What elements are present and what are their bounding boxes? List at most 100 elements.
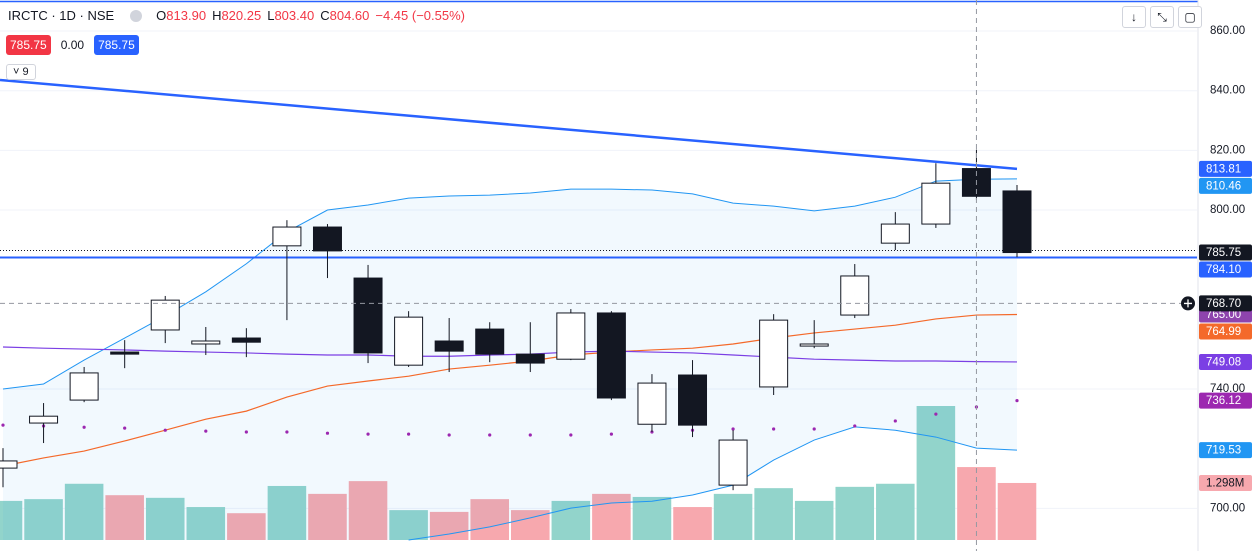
- band-fill: [3, 178, 1017, 540]
- price-label: 810.46: [1206, 180, 1241, 192]
- candle-body: [921, 182, 951, 225]
- ohlc-value: 803.40: [274, 8, 315, 23]
- sar-dot: [488, 433, 492, 437]
- buy-price[interactable]: 785.75: [94, 35, 139, 55]
- price-label: 749.08: [1206, 356, 1241, 368]
- sar-dot: [204, 429, 208, 433]
- candle-body: [637, 382, 667, 425]
- price-label: 768.70: [1206, 298, 1241, 310]
- visibility-icon[interactable]: [130, 9, 143, 22]
- fullscreen-button[interactable]: ⤡: [1150, 6, 1174, 28]
- candle-body: [29, 415, 59, 424]
- y-tick-label: 820.00: [1210, 144, 1245, 156]
- sar-dot: [934, 412, 938, 416]
- y-tick-label: 840.00: [1210, 85, 1245, 97]
- sar-dot: [772, 427, 776, 431]
- ohlc: O813.90 H820.25 L803.40 C804.60: [156, 8, 369, 23]
- price-label-bg: [1199, 177, 1252, 194]
- ohlc-value: 813.90: [166, 8, 207, 23]
- price-label: 813.81: [1206, 163, 1241, 175]
- volume-bar: [0, 500, 23, 540]
- volume-bar: [551, 500, 591, 540]
- lower-band: [408, 426, 1018, 541]
- candle-body: [1002, 190, 1032, 254]
- fast-ma: [2, 313, 1018, 467]
- volume-bar: [348, 481, 388, 540]
- trade-badges: 785.75 0.00 785.75: [6, 35, 139, 55]
- candle-body: [434, 340, 464, 352]
- volume-bar: [145, 497, 185, 540]
- candle-body: [191, 340, 221, 345]
- price-label-bg: [1199, 474, 1252, 491]
- candle-body: [353, 277, 383, 354]
- volume-bar: [389, 510, 428, 540]
- candle-body: [69, 372, 99, 401]
- y-tick-label: 860.00: [1210, 25, 1245, 37]
- price-label: 1.298M: [1206, 478, 1244, 490]
- spread: 0.00: [60, 38, 85, 52]
- sar-dot: [163, 428, 167, 432]
- price-label: 785.75: [1206, 247, 1241, 259]
- indicator-toggle[interactable]: ˅ 9: [6, 64, 36, 80]
- ohlc-key: L: [267, 8, 275, 23]
- volume-bar: [835, 486, 875, 540]
- candle-body: [678, 374, 708, 426]
- volume-bar: [673, 507, 712, 540]
- sar-dot: [123, 426, 127, 430]
- legend-header: IRCTC · 1D · NSE O813.90 H820.25 L803.40 C8…: [8, 8, 465, 23]
- candle-body: [799, 343, 829, 347]
- y-tick-label: 800.00: [1210, 204, 1245, 216]
- candle-body: [596, 312, 626, 399]
- price-label-bg: [1199, 323, 1252, 340]
- price-label-bg: [1199, 392, 1252, 409]
- price-label: 784.10: [1206, 264, 1241, 276]
- volume-bar: [227, 513, 266, 540]
- scroll-button[interactable]: ↓: [1122, 6, 1146, 28]
- candle-body: [272, 226, 302, 247]
- candle-body: [0, 460, 18, 469]
- price-label-bg: [1199, 442, 1252, 459]
- price-label: 765.00: [1206, 309, 1241, 321]
- volume-bar: [632, 496, 672, 540]
- volume-bar: [713, 493, 753, 540]
- sar-dot: [366, 432, 370, 436]
- sar-dot: [609, 432, 614, 436]
- toolbar: ↓ ⤡ ▢: [1118, 6, 1202, 28]
- volume-bar: [470, 499, 509, 540]
- price-label: 736.12: [1206, 395, 1241, 407]
- price-label: 719.53: [1206, 445, 1241, 457]
- candle-body: [718, 439, 748, 486]
- sar-dot: [447, 433, 451, 437]
- volume-bar: [592, 493, 631, 540]
- candle-body: [231, 337, 261, 343]
- volume-bar: [186, 507, 226, 540]
- candle-body: [840, 275, 870, 316]
- volume-bar: [24, 499, 63, 540]
- candle-body: [880, 223, 910, 244]
- sar-dot: [853, 424, 857, 428]
- candle-body: [150, 299, 180, 331]
- price-label-bg: [1199, 353, 1252, 370]
- sar-dot: [285, 430, 289, 434]
- sar-dot: [82, 425, 86, 429]
- sar-dot: [569, 433, 573, 437]
- price-label: 764.99: [1206, 326, 1241, 338]
- ohlc-value: 804.60: [329, 8, 370, 23]
- plus-icon: [1184, 299, 1192, 308]
- indicator-count: 9: [22, 66, 29, 78]
- ohlc-value: 820.25: [221, 8, 262, 23]
- volume-bar: [308, 493, 347, 540]
- symbol[interactable]: IRCTC · 1D · NSE: [8, 8, 115, 23]
- candle-body: [515, 353, 545, 364]
- volume-bar: [997, 482, 1037, 540]
- candle-body: [312, 226, 342, 252]
- price-label-bg: [1199, 295, 1252, 312]
- sar-dot: [325, 431, 330, 435]
- sar-dot: [407, 432, 411, 436]
- volume-bar: [916, 406, 956, 540]
- reset-button[interactable]: ▢: [1178, 6, 1202, 28]
- volume-bar: [429, 511, 469, 540]
- sar-dot: [1015, 399, 1019, 403]
- sell-price[interactable]: 785.75: [6, 35, 51, 55]
